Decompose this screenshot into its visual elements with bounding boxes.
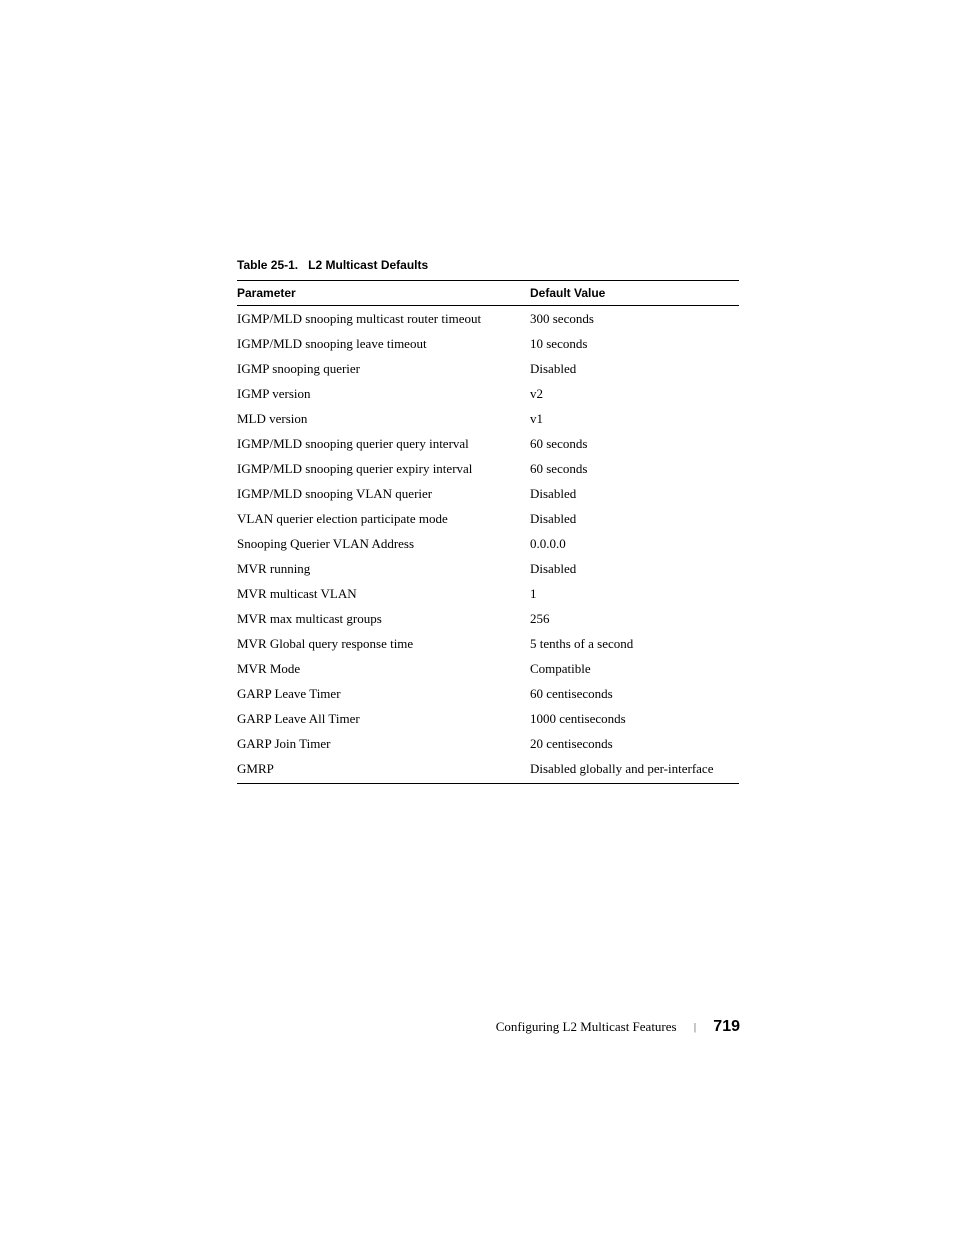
table-cell-param: MVR max multicast groups bbox=[237, 606, 530, 631]
table-cell-param: MVR multicast VLAN bbox=[237, 581, 530, 606]
table-cell-value: v1 bbox=[530, 406, 739, 431]
table-row: MVR ModeCompatible bbox=[237, 656, 739, 681]
table-row: IGMP/MLD snooping querier expiry interva… bbox=[237, 456, 739, 481]
table-cell-value: Disabled bbox=[530, 506, 739, 531]
table-cell-value: Disabled bbox=[530, 481, 739, 506]
table-row: GMRPDisabled globally and per-interface bbox=[237, 756, 739, 783]
table-cell-param: MLD version bbox=[237, 406, 530, 431]
table-cell-value: 300 seconds bbox=[530, 306, 739, 332]
table-cell-param: IGMP version bbox=[237, 381, 530, 406]
table-cell-param: IGMP/MLD snooping VLAN querier bbox=[237, 481, 530, 506]
table-cell-value: 60 centiseconds bbox=[530, 681, 739, 706]
footer-separator: | bbox=[680, 1021, 710, 1033]
table-row: GARP Leave Timer60 centiseconds bbox=[237, 681, 739, 706]
table-row: IGMP/MLD snooping leave timeout10 second… bbox=[237, 331, 739, 356]
table-cell-param: IGMP/MLD snooping leave timeout bbox=[237, 331, 530, 356]
footer-page-number: 719 bbox=[713, 1018, 740, 1035]
table-body: IGMP/MLD snooping multicast router timeo… bbox=[237, 306, 739, 784]
table-cell-param: GARP Leave All Timer bbox=[237, 706, 530, 731]
footer-title: Configuring L2 Multicast Features bbox=[496, 1019, 677, 1034]
table-cell-param: IGMP snooping querier bbox=[237, 356, 530, 381]
table-row: MVR multicast VLAN1 bbox=[237, 581, 739, 606]
table-row: IGMP/MLD snooping multicast router timeo… bbox=[237, 306, 739, 332]
table-cell-param: IGMP/MLD snooping querier expiry interva… bbox=[237, 456, 530, 481]
table-caption-prefix: Table 25-1. bbox=[237, 258, 298, 272]
table-cell-value: v2 bbox=[530, 381, 739, 406]
table-cell-value: 5 tenths of a second bbox=[530, 631, 739, 656]
table-row: MVR runningDisabled bbox=[237, 556, 739, 581]
table-row: IGMP snooping querierDisabled bbox=[237, 356, 739, 381]
table-header-value: Default Value bbox=[530, 281, 739, 306]
table-row: VLAN querier election participate modeDi… bbox=[237, 506, 739, 531]
table-cell-value: Disabled bbox=[530, 556, 739, 581]
defaults-table: Parameter Default Value IGMP/MLD snoopin… bbox=[237, 280, 739, 784]
table-cell-param: MVR running bbox=[237, 556, 530, 581]
table-cell-value: 10 seconds bbox=[530, 331, 739, 356]
page-footer: Configuring L2 Multicast Features | 719 bbox=[0, 1018, 954, 1036]
table-row: MVR max multicast groups256 bbox=[237, 606, 739, 631]
table-header-param: Parameter bbox=[237, 281, 530, 306]
table-cell-value: Compatible bbox=[530, 656, 739, 681]
table-row: MVR Global query response time5 tenths o… bbox=[237, 631, 739, 656]
table-cell-value: 1000 centiseconds bbox=[530, 706, 739, 731]
table-row: IGMP/MLD snooping VLAN querierDisabled bbox=[237, 481, 739, 506]
table-cell-param: IGMP/MLD snooping querier query interval bbox=[237, 431, 530, 456]
table-cell-param: GARP Leave Timer bbox=[237, 681, 530, 706]
table-caption-title: L2 Multicast Defaults bbox=[308, 258, 428, 272]
table-cell-value: 1 bbox=[530, 581, 739, 606]
table-cell-param: Snooping Querier VLAN Address bbox=[237, 531, 530, 556]
table-cell-value: 256 bbox=[530, 606, 739, 631]
table-cell-value: Disabled bbox=[530, 356, 739, 381]
table-cell-param: IGMP/MLD snooping multicast router timeo… bbox=[237, 306, 530, 332]
table-cell-param: GMRP bbox=[237, 756, 530, 783]
table-cell-param: MVR Mode bbox=[237, 656, 530, 681]
table-cell-value: 60 seconds bbox=[530, 456, 739, 481]
table-cell-value: 0.0.0.0 bbox=[530, 531, 739, 556]
table-row: Snooping Querier VLAN Address0.0.0.0 bbox=[237, 531, 739, 556]
table-row: IGMP versionv2 bbox=[237, 381, 739, 406]
table-row: MLD versionv1 bbox=[237, 406, 739, 431]
table-cell-param: GARP Join Timer bbox=[237, 731, 530, 756]
table-header-row: Parameter Default Value bbox=[237, 281, 739, 306]
table-cell-param: MVR Global query response time bbox=[237, 631, 530, 656]
table-row: GARP Leave All Timer1000 centiseconds bbox=[237, 706, 739, 731]
table-row: GARP Join Timer20 centiseconds bbox=[237, 731, 739, 756]
page-content: Table 25-1. L2 Multicast Defaults Parame… bbox=[237, 258, 739, 784]
table-cell-value: Disabled globally and per-interface bbox=[530, 756, 739, 783]
table-row: IGMP/MLD snooping querier query interval… bbox=[237, 431, 739, 456]
table-cell-value: 20 centiseconds bbox=[530, 731, 739, 756]
table-cell-param: VLAN querier election participate mode bbox=[237, 506, 530, 531]
table-cell-value: 60 seconds bbox=[530, 431, 739, 456]
table-caption: Table 25-1. L2 Multicast Defaults bbox=[237, 258, 739, 272]
